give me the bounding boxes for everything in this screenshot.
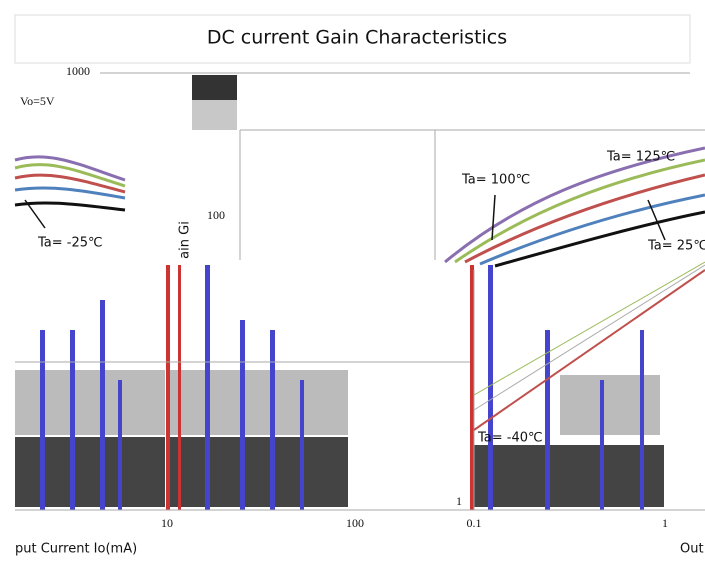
glitch-blocks — [15, 75, 664, 510]
grid — [15, 72, 705, 511]
y-tick-label: 100 — [207, 208, 225, 222]
curve-label: Ta= 100℃ — [461, 173, 530, 188]
curve-label: Ta= -40℃ — [477, 431, 543, 446]
y-tick-label: 1000 — [66, 64, 90, 78]
x-tick-label: 100 — [346, 516, 364, 530]
x-axis-label: Out — [680, 542, 704, 557]
x-tick-label: 10 — [161, 516, 173, 530]
curve-label: Ta= 25℃ — [647, 239, 705, 254]
y-tick-label: 1 — [456, 494, 462, 508]
y-axis-label: ain Gi — [178, 221, 193, 259]
condition-label: Vo=5V — [20, 94, 55, 108]
title: DC current Gain Characteristics — [207, 27, 507, 49]
curves — [14, 146, 705, 431]
x-axis-label: put Current Io(mA) — [15, 542, 137, 557]
curve-label: Ta= -25℃ — [37, 236, 103, 251]
arrows — [24, 194, 666, 241]
curve-label: Ta= 125℃ — [606, 150, 675, 165]
x-tick-label: 0.1 — [467, 516, 482, 530]
title-box — [14, 14, 691, 64]
x-tick-label: 1 — [662, 516, 668, 530]
